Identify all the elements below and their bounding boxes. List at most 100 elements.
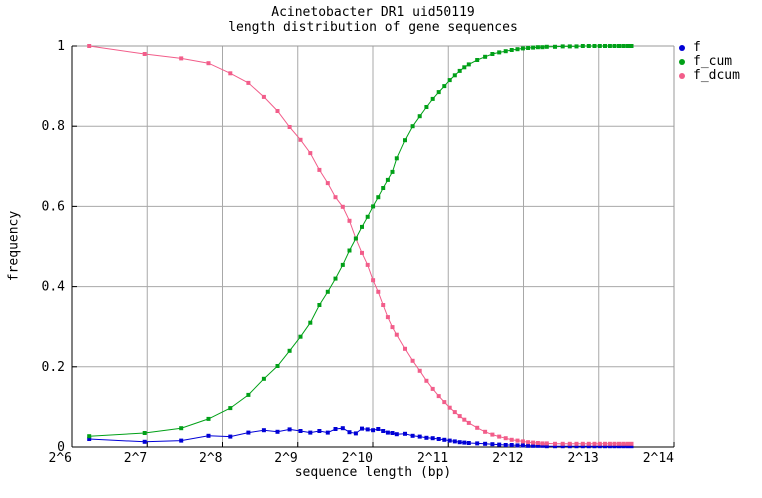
legend: f f_cum f_dcum <box>679 41 740 83</box>
series-point-f_dcum <box>275 109 280 113</box>
series-point-f_cum <box>452 73 457 78</box>
series-point-f <box>520 443 525 448</box>
chart-subtitle: length distribution of gene sequences <box>228 20 518 35</box>
series-point-f_dcum <box>580 441 585 446</box>
chart-title: Acinetobacter DR1 uid50119 <box>271 5 475 20</box>
x-tick-label: 2^8 <box>199 451 222 466</box>
series-point-f_cum <box>228 406 233 411</box>
series-point-f_cum <box>520 46 525 51</box>
series-point-f <box>353 431 358 436</box>
series-point-f <box>509 443 514 447</box>
series-point-f_dcum <box>308 151 313 156</box>
x-tick-label: 2^11 <box>417 451 448 466</box>
series-point-f <box>560 444 565 449</box>
series-point-f <box>381 429 386 433</box>
series-point-f_cum <box>531 45 536 50</box>
series-point-f_dcum <box>483 429 488 434</box>
series-point-f_dcum <box>475 425 480 430</box>
x-tick-label: 2^10 <box>342 451 373 466</box>
series-point-f <box>483 441 488 446</box>
x-tick-label: 2^7 <box>124 451 147 466</box>
series-point-f_dcum <box>531 440 536 445</box>
series-point-f <box>87 437 92 441</box>
series-point-f_cum <box>580 44 585 48</box>
y-tick-label: 0.6 <box>42 199 65 214</box>
series-point-f_cum <box>340 262 345 267</box>
series-point-f <box>360 426 364 431</box>
series-point-f_dcum <box>246 80 251 85</box>
series-point-f_cum <box>592 44 597 48</box>
legend-marker-f-icon <box>679 45 685 51</box>
series-point-f_dcum <box>340 204 345 209</box>
series-point-f <box>275 429 280 434</box>
series-point-f_cum <box>447 78 452 83</box>
series-point-f_cum <box>87 434 92 439</box>
series-point-f_dcum <box>447 405 452 410</box>
series-point-f_cum <box>509 48 514 52</box>
series-point-f_dcum <box>567 441 572 446</box>
series-point-f_dcum <box>617 441 621 446</box>
series-point-f_cum <box>603 44 607 48</box>
series-point-f_cum <box>390 169 395 174</box>
series-point-f_cum <box>360 224 364 229</box>
series-point-f_dcum <box>612 441 617 446</box>
series-point-f_dcum <box>390 325 395 330</box>
series-point-f_cum <box>246 392 251 397</box>
series-point-f_cum <box>475 58 480 62</box>
series-point-f_dcum <box>490 432 495 437</box>
series-point-f <box>475 441 480 446</box>
series-point-f_cum <box>287 348 292 353</box>
series-point-f <box>385 430 390 435</box>
series-point-f <box>540 443 545 448</box>
series-point-f_dcum <box>597 441 602 446</box>
series-point-f_dcum <box>87 44 92 48</box>
series-point-f <box>629 444 634 449</box>
series-point-f_dcum <box>515 438 520 443</box>
series-point-f_cum <box>483 54 488 59</box>
series-point-f <box>347 430 352 435</box>
series-point-f <box>452 439 457 444</box>
legend-item-f-dcum: f_dcum <box>679 69 740 83</box>
legend-label-f-dcum: f_dcum <box>693 68 740 83</box>
legend-item-f: f <box>679 41 740 55</box>
series-point-f_cum <box>436 90 441 95</box>
legend-marker-f-dcum-icon <box>679 73 685 79</box>
series-point-f <box>261 428 266 433</box>
y-tick-label: 1 <box>57 39 65 54</box>
series-point-f_cum <box>612 44 617 48</box>
series-point-f_dcum <box>385 315 390 320</box>
series-point-f_dcum <box>360 250 364 255</box>
series-point-f_cum <box>567 44 572 49</box>
series-point-f_cum <box>607 44 612 48</box>
series-point-f_dcum <box>457 414 462 419</box>
series-point-f <box>442 437 447 442</box>
series-point-f_dcum <box>410 358 415 363</box>
series-point-f_cum <box>597 44 602 48</box>
series-point-f_cum <box>371 204 376 209</box>
series-point-f <box>544 444 549 449</box>
x-tick-label: 2^6 <box>49 451 72 466</box>
series-point-f <box>317 429 322 433</box>
series-point-f_dcum <box>603 441 607 446</box>
series-point-f_cum <box>308 320 313 325</box>
series-point-f_dcum <box>376 289 381 294</box>
series-point-f_dcum <box>206 61 211 66</box>
series-point-f_cum <box>625 44 630 48</box>
series-point-f_dcum <box>179 56 184 61</box>
x-tick-label: 2^12 <box>492 451 523 466</box>
series-point-f_dcum <box>347 218 352 223</box>
series-point-f <box>592 444 597 449</box>
series-point-f_dcum <box>586 441 591 446</box>
series-point-f_dcum <box>462 417 467 422</box>
series-point-f_dcum <box>228 71 233 76</box>
x-axis-label: sequence length (bp) <box>294 465 452 480</box>
series-point-f_dcum <box>592 441 597 446</box>
series-point-f <box>535 443 540 448</box>
series-point-f <box>206 433 211 438</box>
series-line-f_cum <box>89 45 632 437</box>
series-point-f <box>553 444 557 449</box>
series-point-f_dcum <box>621 441 626 446</box>
series-point-f_cum <box>353 236 358 241</box>
